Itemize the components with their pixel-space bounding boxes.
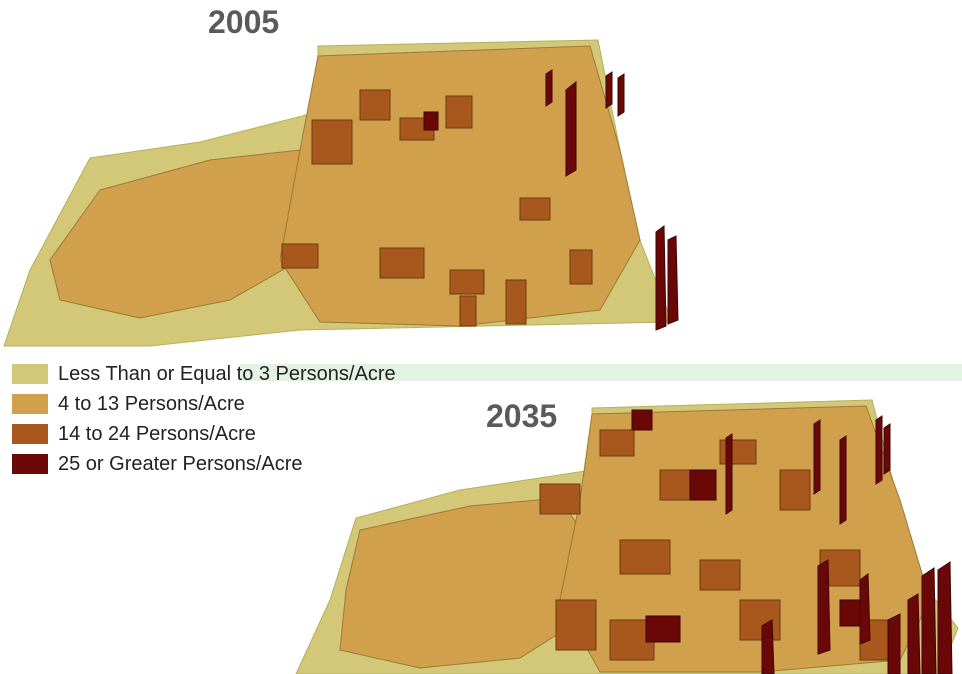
legend-item-low: Less Than or Equal to 3 Persons/Acre xyxy=(12,359,396,389)
map-title-2035: 2035 xyxy=(486,398,558,434)
legend-swatch-medium xyxy=(12,394,48,414)
legend-item-very-high: 25 or Greater Persons/Acre xyxy=(12,449,396,479)
density-legend: Less Than or Equal to 3 Persons/Acre 4 t… xyxy=(12,359,396,479)
legend-swatch-very-high xyxy=(12,454,48,474)
legend-item-medium: 4 to 13 Persons/Acre xyxy=(12,389,396,419)
legend-highlight-band xyxy=(240,364,962,381)
map-2035-region-west xyxy=(339,497,601,669)
legend-label-low: Less Than or Equal to 3 Persons/Acre xyxy=(58,362,396,385)
legend-swatch-low xyxy=(12,364,48,384)
map-2005-very-dense-blocks xyxy=(423,69,679,331)
legend-item-high: 14 to 24 Persons/Acre xyxy=(12,419,396,449)
density-map-2005 xyxy=(3,39,679,347)
map-title-2005: 2005 xyxy=(208,4,280,40)
density-map-2035 xyxy=(295,399,959,674)
map-2005-region-west xyxy=(49,149,331,319)
map-2005-dense-blocks xyxy=(281,89,593,327)
map-2035-very-dense-blocks xyxy=(631,409,953,674)
legend-swatch-high xyxy=(12,424,48,444)
legend-label-high: 14 to 24 Persons/Acre xyxy=(58,422,256,445)
map-2035-region-central xyxy=(559,405,931,673)
legend-label-very-high: 25 or Greater Persons/Acre xyxy=(58,452,303,475)
legend-label-medium: 4 to 13 Persons/Acre xyxy=(58,392,245,415)
